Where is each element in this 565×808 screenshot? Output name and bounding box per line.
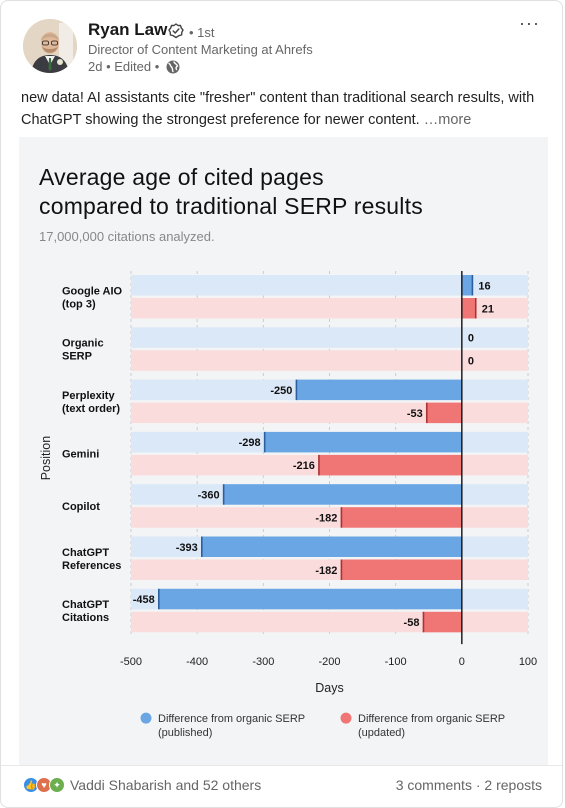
- x-tick-label: 100: [519, 656, 537, 668]
- post-stats: 3 comments · 2 reposts: [396, 777, 542, 793]
- see-more-link[interactable]: …more: [423, 112, 472, 128]
- data-label: -298: [239, 437, 261, 449]
- data-label: -458: [133, 594, 155, 606]
- post-body: new data! AI assistants cite "fresher" c…: [21, 90, 535, 128]
- x-tick-label: -300: [252, 656, 274, 668]
- y-axis-title: Position: [39, 436, 53, 481]
- bar: [341, 507, 462, 528]
- data-label: 0: [468, 333, 474, 345]
- bar: [318, 454, 462, 476]
- reposts-count[interactable]: 2 reposts: [484, 777, 542, 793]
- bar: [264, 431, 462, 453]
- support-reaction-icon: ✦: [49, 777, 65, 793]
- category-label: ChatGPT: [62, 547, 109, 559]
- data-label: -393: [176, 542, 198, 554]
- chart-subtitle: 17,000,000 citations analyzed.: [39, 229, 215, 244]
- category-label: References: [62, 560, 121, 572]
- bar: [158, 588, 462, 610]
- category-label: (text order): [62, 403, 120, 415]
- more-options-icon[interactable]: ···: [519, 13, 540, 33]
- chart-title-line-1: Average age of cited pages: [39, 164, 324, 190]
- author-avatar[interactable]: [23, 19, 77, 73]
- legend-swatch: [340, 712, 352, 724]
- bar-track: [131, 275, 528, 296]
- data-label: -250: [270, 385, 292, 397]
- legend-label: (published): [158, 727, 212, 739]
- data-label: -53: [407, 408, 423, 420]
- footer-divider: [1, 765, 562, 766]
- bar-track: [131, 327, 528, 348]
- post-meta: 2d • Edited •: [88, 59, 160, 74]
- comments-count[interactable]: 3 comments: [395, 777, 472, 793]
- category-label: (top 3): [62, 298, 96, 310]
- chart-title-line-2: compared to traditional SERP results: [39, 193, 423, 219]
- author-name[interactable]: Ryan Law: [88, 20, 168, 39]
- category-label: Copilot: [62, 501, 100, 513]
- bar-track: [131, 402, 528, 424]
- bar: [201, 536, 462, 557]
- bar: [461, 275, 473, 296]
- bar-track: [131, 298, 528, 319]
- reactions-summary[interactable]: 👍 ♥ ✦ Vaddi Shabarish and 52 others: [23, 777, 261, 793]
- bar: [423, 611, 462, 633]
- data-label: -182: [315, 565, 337, 577]
- author-headline: Director of Content Marketing at Ahrefs: [88, 42, 313, 57]
- data-label: -216: [293, 460, 315, 472]
- data-label: 16: [478, 280, 490, 292]
- data-label: 21: [482, 303, 494, 315]
- data-label: -182: [315, 512, 337, 524]
- stats-separator: ·: [475, 777, 485, 793]
- reactions-count[interactable]: Vaddi Shabarish and 52 others: [70, 777, 262, 793]
- category-label: Google AIO: [62, 285, 123, 297]
- bar: [341, 559, 462, 580]
- legend-swatch: [140, 712, 152, 724]
- category-label: Organic: [62, 338, 104, 350]
- x-tick-label: -200: [318, 656, 340, 668]
- category-label: ChatGPT: [62, 599, 109, 611]
- legend-label: Difference from organic SERP: [358, 713, 505, 725]
- category-label: Citations: [62, 612, 109, 624]
- post-text: new data! AI assistants cite "fresher" c…: [21, 87, 546, 131]
- bar-track: [131, 350, 528, 371]
- data-label: -58: [404, 617, 420, 629]
- bar: [223, 484, 462, 505]
- chart-image[interactable]: Average age of cited pages compared to t…: [19, 137, 548, 765]
- bar: [296, 379, 462, 401]
- data-label: 0: [468, 356, 474, 368]
- legend-label: Difference from organic SERP: [158, 713, 305, 725]
- x-tick-label: -100: [385, 656, 407, 668]
- verified-icon: [168, 23, 184, 39]
- category-label: Perplexity: [62, 390, 115, 402]
- globe-icon: [166, 60, 180, 74]
- x-tick-label: -400: [186, 656, 208, 668]
- bar: [426, 402, 462, 424]
- data-label: -360: [198, 489, 220, 501]
- connection-degree: • 1st: [189, 25, 215, 40]
- x-tick-label: -500: [120, 656, 142, 668]
- category-label: Gemini: [62, 449, 99, 461]
- category-label: SERP: [62, 351, 92, 363]
- x-axis-title: Days: [315, 681, 343, 695]
- x-tick-label: 0: [459, 656, 465, 668]
- legend-label: (updated): [358, 727, 405, 739]
- bar: [461, 298, 476, 319]
- bar-track: [131, 611, 528, 633]
- chart-title: Average age of cited pages compared to t…: [39, 163, 423, 221]
